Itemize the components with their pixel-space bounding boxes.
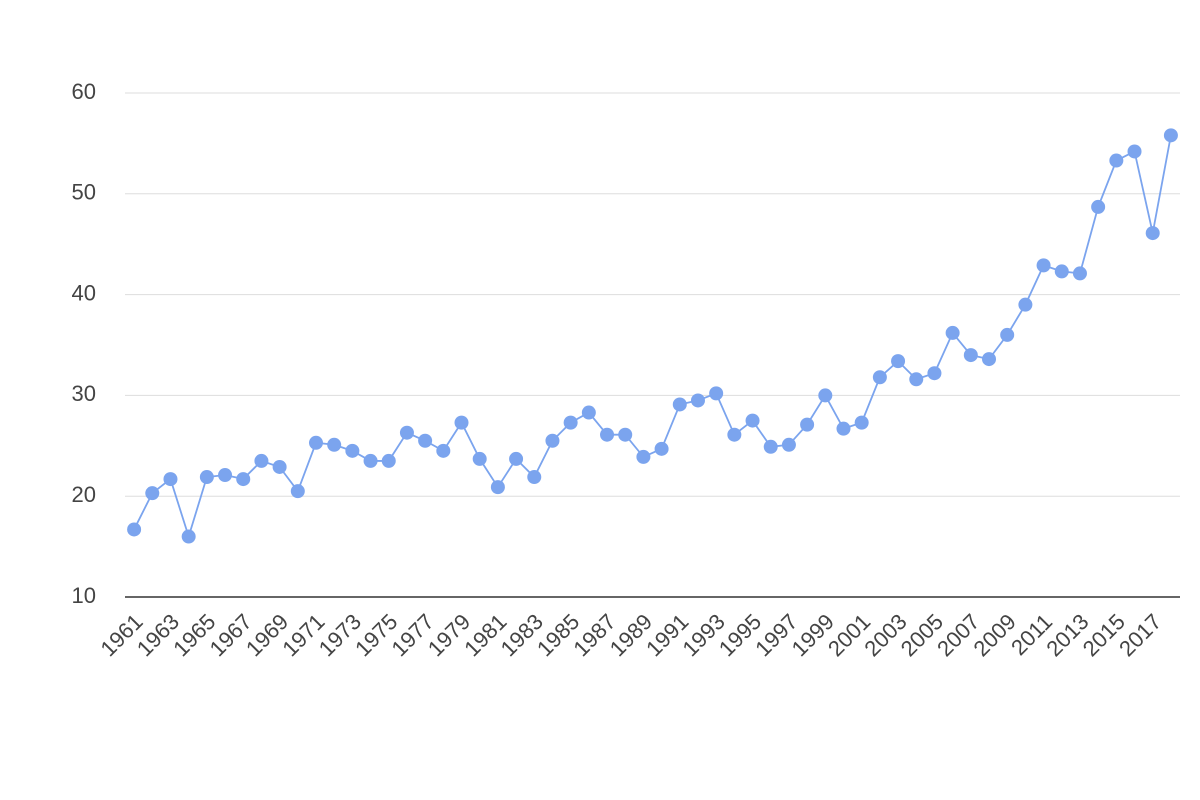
data-point <box>145 486 160 501</box>
data-point <box>636 449 651 464</box>
data-point <box>818 388 833 403</box>
data-point <box>872 370 887 385</box>
data-point <box>781 437 796 452</box>
data-point <box>745 413 760 428</box>
data-line <box>133 135 1172 540</box>
data-point <box>545 433 560 448</box>
data-point <box>672 397 687 412</box>
data-point <box>163 472 178 487</box>
y-tick-label: 40 <box>72 280 96 305</box>
data-point <box>181 529 196 544</box>
data-point <box>527 470 542 485</box>
data-point <box>1163 128 1178 143</box>
y-tick-label: 30 <box>72 381 96 406</box>
x-tick-label: 2017 <box>1114 609 1166 661</box>
data-point <box>1054 264 1069 279</box>
data-point <box>1127 144 1142 159</box>
data-point <box>363 453 378 468</box>
data-point <box>854 415 869 430</box>
data-point <box>472 451 487 466</box>
data-point <box>654 441 669 456</box>
data-point <box>1018 297 1033 312</box>
data-point <box>272 459 287 474</box>
data-point <box>490 480 505 495</box>
data-point <box>982 352 997 367</box>
data-point <box>763 439 778 454</box>
y-tick-label: 60 <box>72 79 96 104</box>
data-point <box>381 453 396 468</box>
y-tick-label: 20 <box>72 482 96 507</box>
data-point <box>290 484 305 499</box>
data-point <box>1036 258 1051 273</box>
data-point <box>327 437 342 452</box>
data-point <box>454 415 469 430</box>
data-point <box>709 386 724 401</box>
data-point <box>1091 199 1106 214</box>
data-point <box>1109 153 1124 168</box>
data-point <box>945 325 960 340</box>
data-point <box>690 393 705 408</box>
data-point <box>618 427 633 442</box>
data-point <box>218 468 233 483</box>
data-point <box>1072 266 1087 281</box>
data-point <box>600 427 615 442</box>
data-point <box>963 348 978 363</box>
data-point <box>727 427 742 442</box>
data-point <box>236 472 251 487</box>
data-point <box>418 433 433 448</box>
data-point <box>345 443 360 458</box>
data-point <box>891 354 906 369</box>
data-point <box>1000 327 1015 342</box>
data-point <box>927 366 942 381</box>
y-tick-label: 10 <box>72 583 96 608</box>
data-point <box>836 421 851 436</box>
y-tick-label: 50 <box>72 180 96 205</box>
data-point <box>563 415 578 430</box>
data-point <box>254 453 269 468</box>
data-point <box>581 405 596 420</box>
data-point <box>436 443 451 458</box>
data-point <box>308 435 323 450</box>
data-point <box>199 470 214 485</box>
data-point <box>909 372 924 387</box>
data-point <box>1145 226 1160 241</box>
data-point <box>399 425 414 440</box>
data-point <box>800 417 815 432</box>
data-point <box>127 522 142 537</box>
data-point <box>509 451 524 466</box>
